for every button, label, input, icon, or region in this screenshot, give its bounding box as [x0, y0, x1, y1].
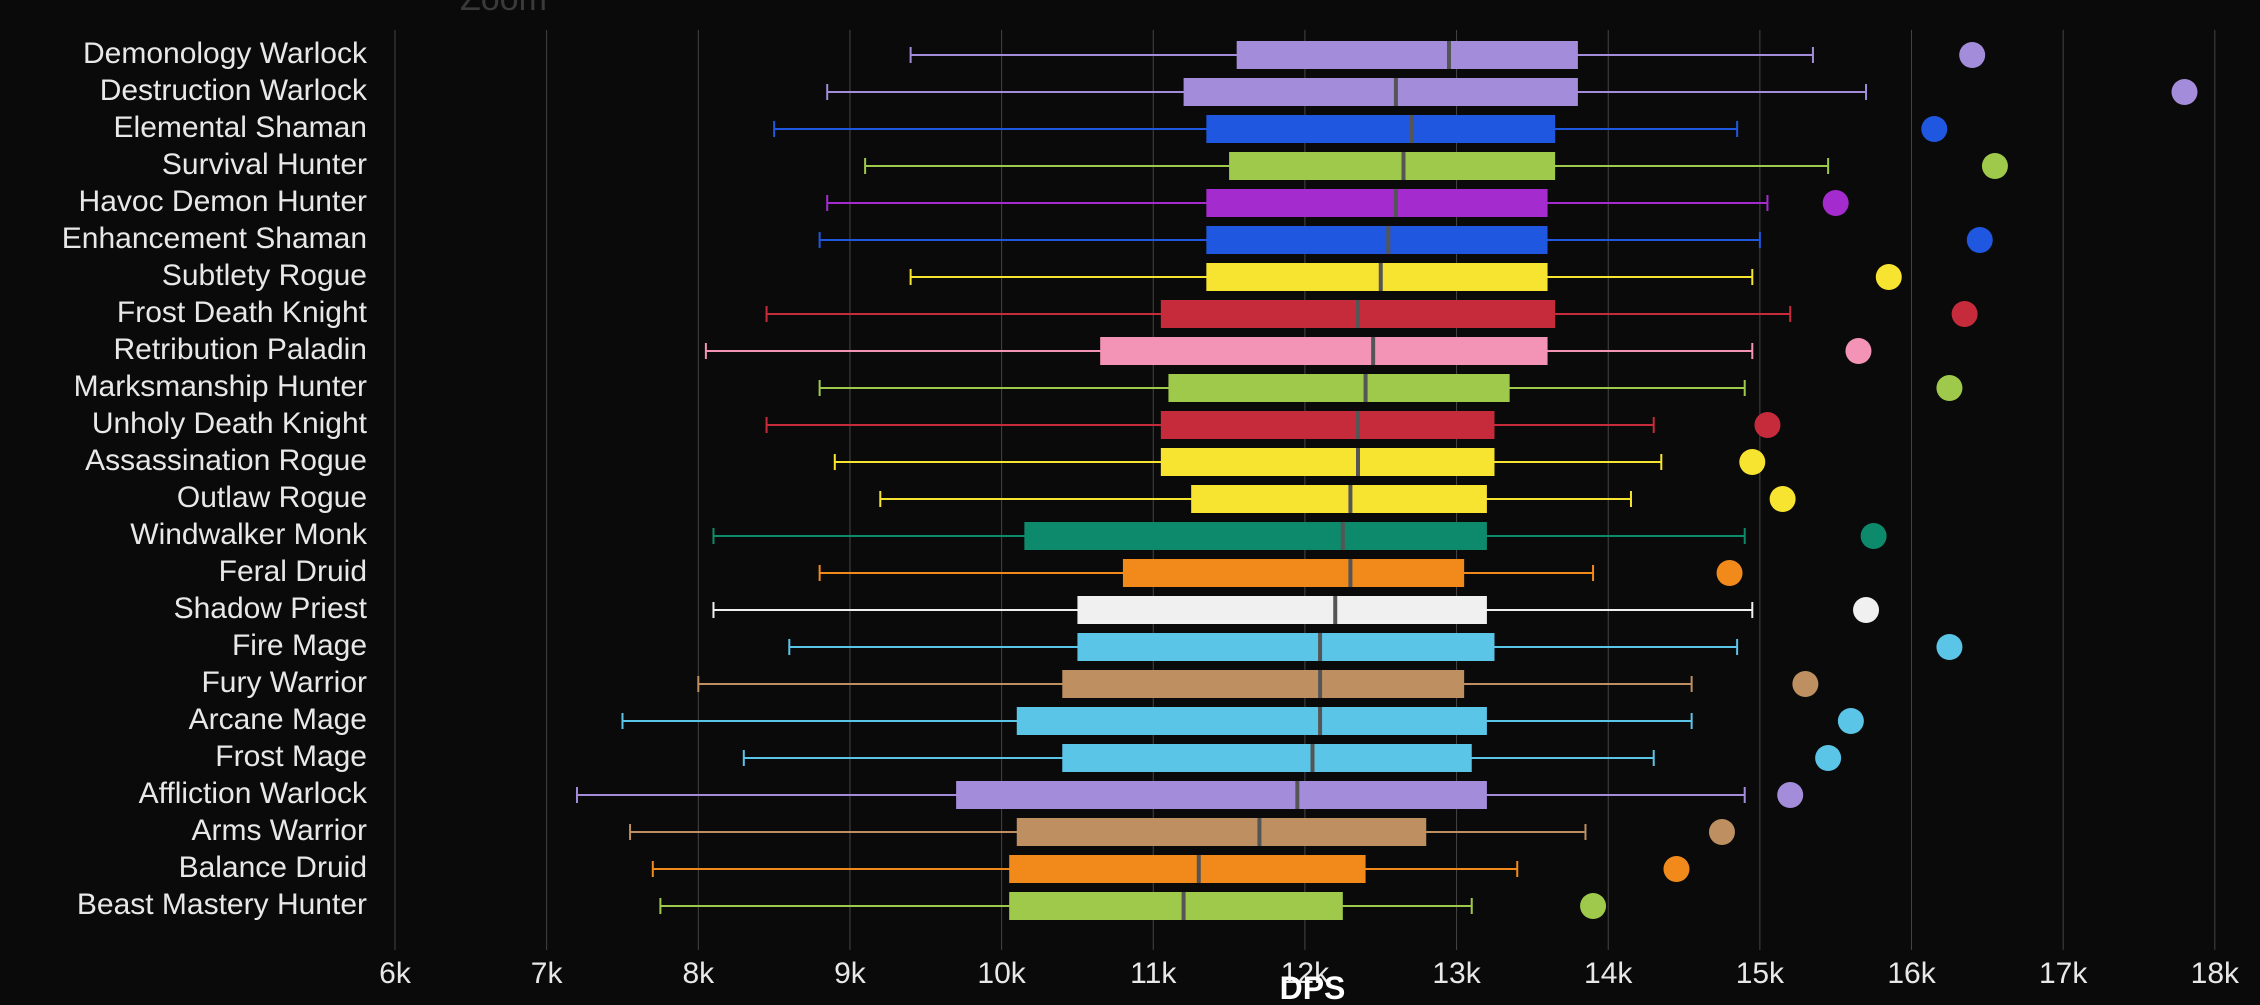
x-tick-label: 11k [1130, 957, 1177, 990]
spec-label: Frost Death Knight [117, 296, 368, 329]
zoom-watermark: Zoom [460, 0, 547, 18]
spec-label: Havoc Demon Hunter [79, 185, 367, 218]
max-sample-dot [1815, 745, 1841, 771]
box [1229, 152, 1555, 180]
spec-label: Shadow Priest [174, 592, 368, 625]
x-tick-label: 15k [1736, 957, 1785, 990]
x-tick-label: 6k [379, 957, 412, 990]
max-sample-dot [1777, 782, 1803, 808]
box [1123, 559, 1464, 587]
max-sample-dot [1921, 116, 1947, 142]
x-tick-label: 17k [2039, 957, 2088, 990]
x-tick-label: 14k [1584, 957, 1633, 990]
spec-label: Fury Warrior [201, 666, 367, 699]
box [1168, 374, 1509, 402]
spec-label: Marksmanship Hunter [74, 370, 367, 403]
max-sample-dot [1717, 560, 1743, 586]
max-sample-dot [1876, 264, 1902, 290]
box [1237, 41, 1578, 69]
max-sample-dot [1709, 819, 1735, 845]
spec-label: Outlaw Rogue [177, 481, 367, 514]
max-sample-dot [1770, 486, 1796, 512]
box [1184, 78, 1578, 106]
x-axis-title: DPS [1280, 970, 1346, 1005]
spec-label: Demonology Warlock [83, 37, 368, 70]
spec-label: Frost Mage [215, 740, 367, 773]
max-sample-dot [1936, 634, 1962, 660]
max-sample-dot [1982, 153, 2008, 179]
spec-label: Arms Warrior [191, 814, 367, 847]
x-tick-label: 9k [834, 957, 867, 990]
x-tick-label: 13k [1432, 957, 1481, 990]
dps-boxplot-chart: Zoom6k7k8k9k10k11k12k13k14k15k16k17k18kD… [0, 0, 2260, 1005]
box [1017, 707, 1487, 735]
spec-label: Assassination Rogue [85, 444, 367, 477]
spec-label: Enhancement Shaman [62, 222, 367, 255]
x-tick-label: 7k [531, 957, 564, 990]
box [1161, 448, 1495, 476]
spec-label: Balance Druid [179, 851, 367, 884]
box [1206, 263, 1547, 291]
x-tick-label: 18k [2191, 957, 2240, 990]
box [1017, 818, 1426, 846]
spec-label: Unholy Death Knight [92, 407, 368, 440]
max-sample-dot [2172, 79, 2198, 105]
max-sample-dot [1845, 338, 1871, 364]
x-tick-label: 16k [1887, 957, 1936, 990]
max-sample-dot [1754, 412, 1780, 438]
max-sample-dot [1959, 42, 1985, 68]
max-sample-dot [1967, 227, 1993, 253]
max-sample-dot [1792, 671, 1818, 697]
spec-label: Arcane Mage [189, 703, 367, 736]
max-sample-dot [1853, 597, 1879, 623]
spec-label: Feral Druid [219, 555, 367, 588]
spec-label: Subtlety Rogue [162, 259, 367, 292]
spec-label: Elemental Shaman [114, 111, 367, 144]
max-sample-dot [1838, 708, 1864, 734]
x-tick-label: 8k [682, 957, 715, 990]
box [1077, 633, 1494, 661]
box [1062, 744, 1471, 772]
max-sample-dot [1663, 856, 1689, 882]
spec-label: Retribution Paladin [114, 333, 368, 366]
max-sample-dot [1823, 190, 1849, 216]
spec-label: Windwalker Monk [130, 518, 368, 551]
box [956, 781, 1487, 809]
box [1161, 411, 1495, 439]
box [1206, 115, 1555, 143]
x-tick-label: 10k [977, 957, 1026, 990]
spec-label: Beast Mastery Hunter [77, 888, 367, 921]
spec-label: Destruction Warlock [100, 74, 368, 107]
max-sample-dot [1739, 449, 1765, 475]
box [1191, 485, 1487, 513]
box [1024, 522, 1487, 550]
max-sample-dot [1861, 523, 1887, 549]
max-sample-dot [1936, 375, 1962, 401]
box [1206, 226, 1547, 254]
box [1009, 892, 1343, 920]
chart-svg: Zoom6k7k8k9k10k11k12k13k14k15k16k17k18kD… [0, 0, 2260, 1005]
max-sample-dot [1952, 301, 1978, 327]
spec-label: Affliction Warlock [139, 777, 368, 810]
box [1206, 189, 1547, 217]
box [1062, 670, 1464, 698]
box [1077, 596, 1486, 624]
spec-label: Survival Hunter [162, 148, 367, 181]
spec-label: Fire Mage [232, 629, 367, 662]
max-sample-dot [1580, 893, 1606, 919]
box [1100, 337, 1547, 365]
box [1009, 855, 1365, 883]
